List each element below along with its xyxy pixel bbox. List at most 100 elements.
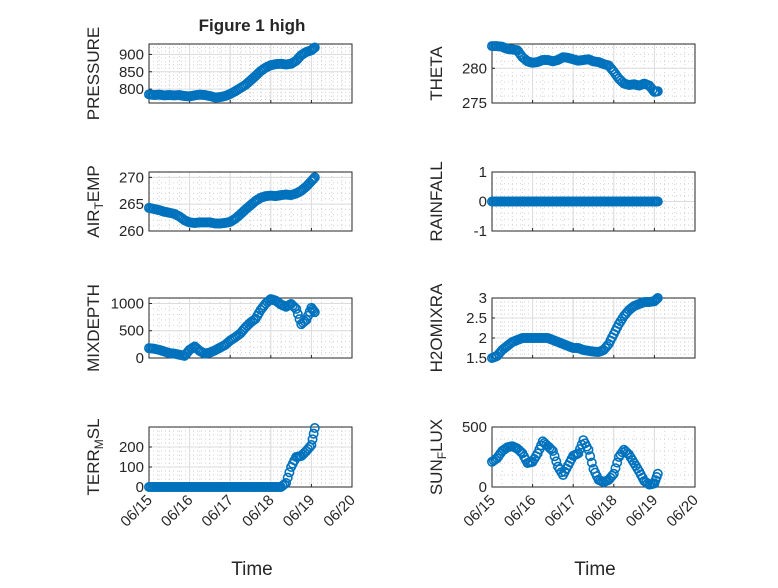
y-tick-label: 0 [479,194,487,211]
panel-mixdepth: 0 500 1000 MIXDEPTH [84,284,353,372]
y-axis-label: TERRMSL [84,418,106,495]
y-tick-label: 3 [479,290,487,307]
x-tick-label: 06/18 [239,492,278,531]
data-point [549,451,560,462]
panel-theta: 275 280 THETA [427,41,696,112]
y-tick-label: 1000 [111,295,144,312]
axes-box [491,43,696,104]
y-tick-label: 2.5 [466,310,487,327]
axes-box [491,297,696,359]
x-tick-label: 06/18 [582,492,621,531]
axes-box [148,171,353,232]
y-axis-label: AIRTEMP [84,165,106,238]
data-point [292,308,303,319]
plot-area [148,426,353,488]
x-axis-label-left: Time [231,559,273,580]
data-point [651,294,662,305]
data-point [308,428,319,439]
data-point [610,463,621,474]
data-series [144,172,320,229]
data-point [307,304,318,315]
data-point [652,196,663,207]
y-tick-label: 0 [136,479,144,496]
y-tick-label: 1.5 [466,350,487,367]
axes-box [148,297,353,359]
data-point [281,477,292,488]
y-tick-label: -1 [474,223,487,240]
panel-air: 260 265 270 AIRTEMP [84,165,353,240]
data-point [551,456,562,467]
y-tick-label: 0 [136,350,144,367]
panel-rainfall: -1 0 1 RAINFALL [427,161,696,242]
data-point [608,468,619,479]
y-tick-label: 900 [119,46,144,63]
data-point [652,86,663,97]
data-series [144,42,320,103]
y-axis-label: MIXDEPTH [84,284,103,372]
x-axis-label-right: Time [574,559,616,580]
y-tick-label: 500 [119,323,144,340]
y-tick-label: 800 [119,81,144,98]
y-axis-label: PRESSURE [84,27,103,121]
y-tick-label: 850 [119,64,144,81]
x-tick-label: 06/19 [623,492,662,531]
data-series [486,435,663,490]
x-tick-label: 06/16 [158,492,197,531]
axes-box [148,43,353,104]
data-point [307,174,318,185]
panel-sun: 06/15 06/16 06/17 06/18 06/19 06/20 0 500 SUNFLU… [427,419,702,531]
data-series [486,41,663,97]
x-tick-label: 06/19 [280,492,319,531]
x-tick-label: 06/15 [460,492,499,531]
data-point [291,303,302,314]
data-series [144,422,320,492]
data-point [309,422,320,433]
y-tick-label: 0 [479,479,487,496]
data-point [309,307,320,318]
x-tick-label: 06/15 [117,492,156,531]
y-tick-label: 200 [119,439,144,456]
data-series [144,294,320,361]
data-point [547,445,558,456]
data-point [308,173,319,184]
x-tick-label: 06/20 [320,492,359,531]
data-point [652,292,663,303]
data-point [308,43,319,54]
x-tick-label: 06/17 [198,492,237,531]
data-point [612,457,623,468]
x-tick-label: 06/16 [501,492,540,531]
data-point [583,444,594,455]
y-axis-label: H2OMIXRA [427,283,446,372]
y-tick-label: 2 [479,330,487,347]
x-tick-label: 06/20 [663,492,702,531]
data-point [652,468,663,479]
figure-title: Figure 1 high [199,16,306,35]
data-point [309,172,320,183]
data-point [307,44,318,55]
panel-h2omixra: 1.5 2 2.5 3 H2OMIXRA [427,283,696,372]
y-axis-label: RAINFALL [427,161,446,241]
data-series [486,292,663,363]
data-point [650,295,661,306]
y-tick-label: 100 [119,459,144,476]
y-axis-label: SUNFLUX [427,419,449,495]
data-point [573,448,584,459]
data-point [306,439,317,450]
y-tick-label: 500 [462,419,487,436]
data-point [309,42,320,53]
y-tick-label: 1 [479,164,487,181]
x-tick-label: 06/17 [541,492,580,531]
y-tick-label: 275 [462,95,487,112]
y-axis-label: THETA [427,46,446,101]
y-tick-label: 270 [119,169,144,186]
data-point [585,451,596,462]
data-point [282,472,293,483]
y-tick-label: 265 [119,196,144,213]
data-point [308,305,319,316]
data-point [586,457,597,468]
data-series [486,196,663,207]
axes-box [148,426,353,488]
data-point [284,467,295,478]
